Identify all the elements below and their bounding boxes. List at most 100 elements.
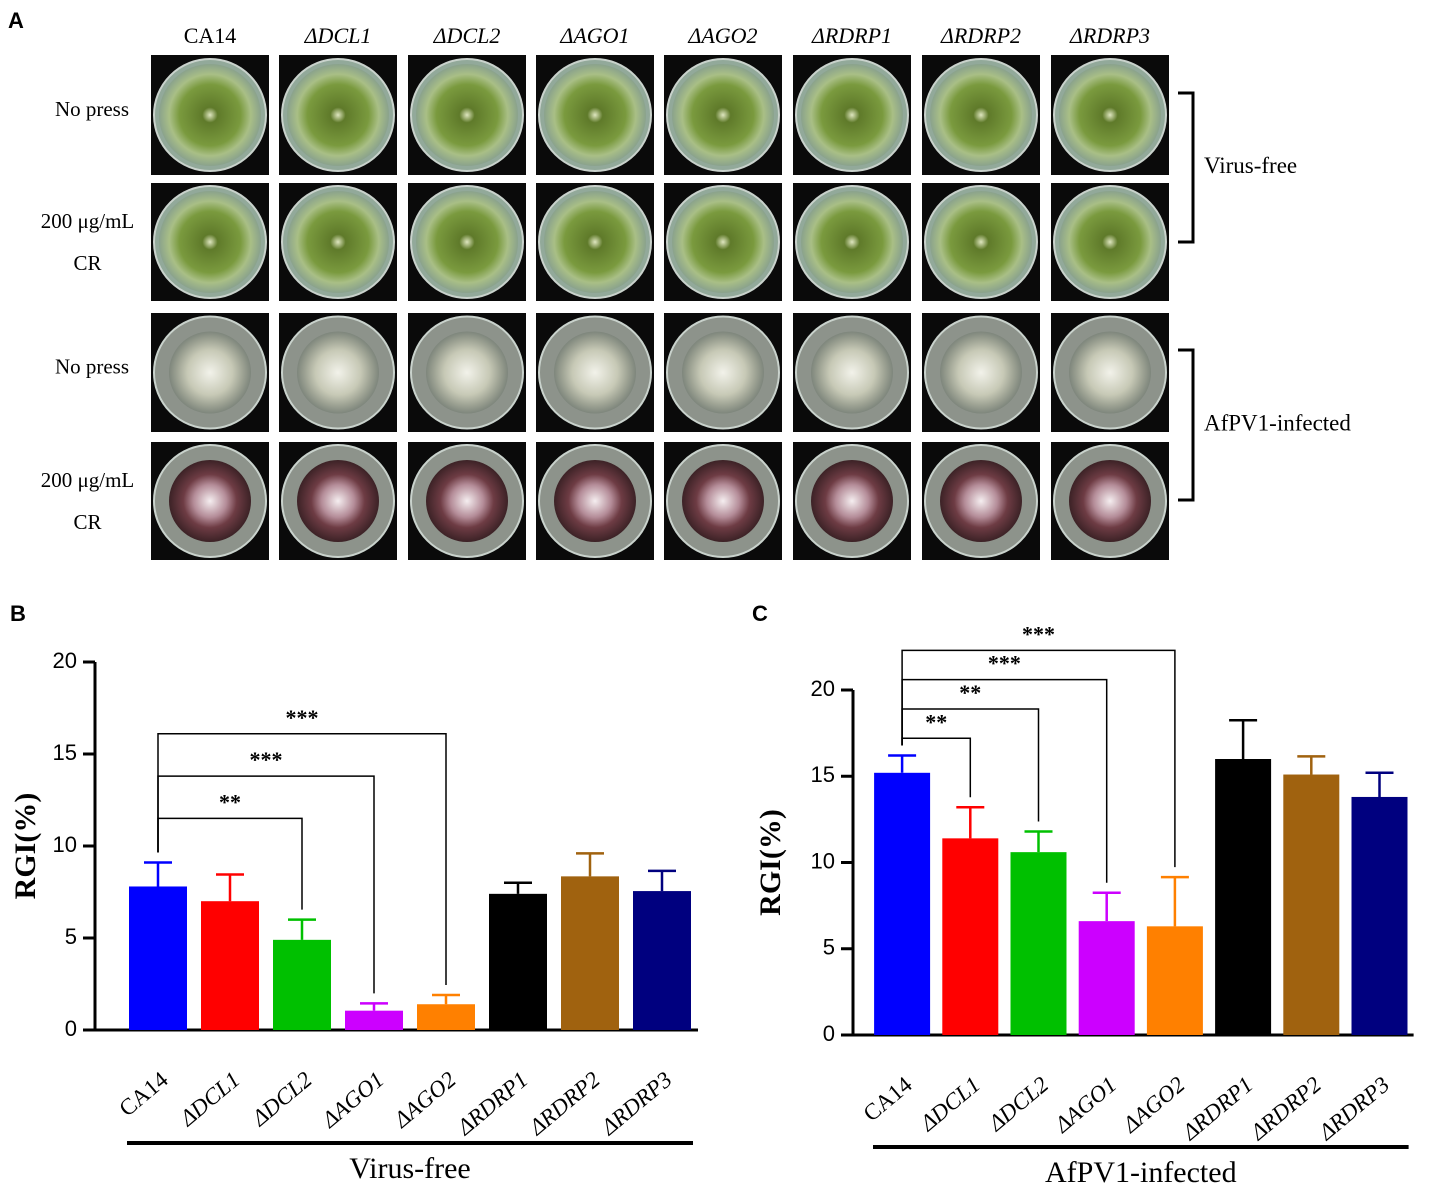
bar — [1078, 921, 1135, 1035]
bar — [273, 939, 331, 1030]
bar — [1215, 759, 1272, 1035]
error-bar — [1160, 875, 1189, 927]
colony — [1059, 64, 1161, 166]
error-bar — [1365, 771, 1394, 797]
colony — [554, 331, 636, 414]
significance-bracket — [157, 775, 375, 994]
column-label: ΔRDRP3 — [1069, 23, 1150, 48]
group-label: Virus-free — [1204, 153, 1297, 178]
colony — [544, 191, 646, 293]
x-axis-label: Virus-free — [349, 1152, 470, 1185]
row-label: No press — [55, 97, 129, 121]
bar — [942, 838, 999, 1035]
y-tick-label: 5 — [65, 924, 77, 949]
panel-label: A — [8, 8, 24, 33]
error-bar — [216, 873, 244, 902]
error-bar — [432, 993, 460, 1005]
x-axis-label: AfPV1-infected — [1045, 1156, 1237, 1189]
significance-label: ** — [925, 709, 947, 734]
bar — [129, 886, 187, 1030]
significance-label: ** — [959, 680, 981, 705]
error-bar — [648, 869, 676, 892]
colony — [426, 331, 508, 414]
bar — [1351, 796, 1408, 1035]
error-bar — [1092, 891, 1121, 922]
column-label: CA14 — [184, 23, 237, 48]
error-bar — [288, 918, 316, 940]
column-label: ΔRDRP1 — [811, 23, 892, 48]
colony — [672, 64, 774, 166]
x-tick-label: ΔRDRP3 — [596, 1067, 677, 1141]
colony — [1069, 460, 1151, 542]
error-bar — [360, 1002, 388, 1011]
row-label: 200 μg/mL CR — [40, 209, 135, 275]
y-axis-label: RGI(%) — [754, 809, 787, 916]
colony — [416, 64, 518, 166]
x-tick-label: ΔRDRP3 — [1313, 1072, 1394, 1146]
colony — [426, 460, 508, 542]
error-bar — [1024, 830, 1053, 853]
error-bar — [504, 881, 532, 894]
bar — [561, 876, 619, 1030]
y-tick-label: 15 — [53, 740, 77, 765]
significance-label: *** — [988, 651, 1021, 676]
x-tick-label: ΔDCL1 — [915, 1072, 985, 1137]
x-tick-label: CA14 — [859, 1071, 918, 1126]
row-label: 200 μg/mL CR — [40, 468, 135, 534]
significance-label: *** — [286, 705, 319, 730]
x-tick-label: ΔDCL2 — [983, 1072, 1053, 1137]
bar — [874, 772, 931, 1035]
bar — [489, 893, 547, 1030]
colony — [940, 331, 1022, 414]
y-tick-label: 0 — [65, 1016, 77, 1041]
colony — [801, 191, 903, 293]
colony — [169, 331, 251, 414]
error-bar — [576, 852, 604, 877]
column-label: ΔRDRP2 — [940, 23, 1021, 48]
x-tick-label: ΔAGO2 — [388, 1067, 460, 1133]
significance-bracket — [901, 649, 1176, 868]
error-bar — [888, 754, 917, 773]
row-label-box: 200 μg/mL CR — [40, 209, 135, 275]
colony — [811, 331, 893, 414]
bar — [1146, 926, 1203, 1035]
x-tick-label: ΔRDRP2 — [1245, 1072, 1326, 1146]
colony — [287, 64, 389, 166]
significance-label: *** — [1022, 621, 1055, 646]
x-tick-label: ΔDCL2 — [246, 1067, 316, 1132]
error-bar — [1229, 718, 1258, 759]
column-label: ΔAGO1 — [559, 23, 629, 48]
significance-label: *** — [250, 747, 283, 772]
bar — [633, 891, 691, 1030]
colony — [1059, 191, 1161, 293]
colony — [169, 460, 251, 542]
significance-label: ** — [219, 789, 241, 814]
y-tick-label: 20 — [53, 648, 77, 673]
panel-label: B — [10, 601, 26, 626]
y-tick-label: 0 — [823, 1021, 835, 1046]
error-bar — [956, 806, 985, 839]
colony — [1069, 331, 1151, 414]
bar — [417, 1004, 475, 1030]
colony — [940, 460, 1022, 542]
bar — [1283, 774, 1340, 1035]
colony — [801, 64, 903, 166]
bar — [345, 1010, 403, 1030]
colony — [682, 460, 764, 542]
group-bracket — [1178, 91, 1195, 244]
colony — [159, 191, 261, 293]
y-tick-label: 20 — [811, 676, 835, 701]
colony — [297, 460, 379, 542]
row-label: No press — [55, 354, 129, 378]
colony — [930, 191, 1032, 293]
error-bar — [144, 861, 172, 887]
significance-bracket — [157, 733, 447, 986]
colony — [554, 460, 636, 542]
column-label: ΔDCL2 — [433, 23, 501, 48]
x-tick-label: ΔAGO1 — [1049, 1072, 1121, 1138]
x-tick-label: ΔRDRP2 — [524, 1067, 605, 1141]
y-axis-label: RGI(%) — [9, 793, 42, 900]
x-tick-label: ΔAGO1 — [316, 1067, 388, 1133]
column-label: ΔAGO2 — [687, 23, 757, 48]
